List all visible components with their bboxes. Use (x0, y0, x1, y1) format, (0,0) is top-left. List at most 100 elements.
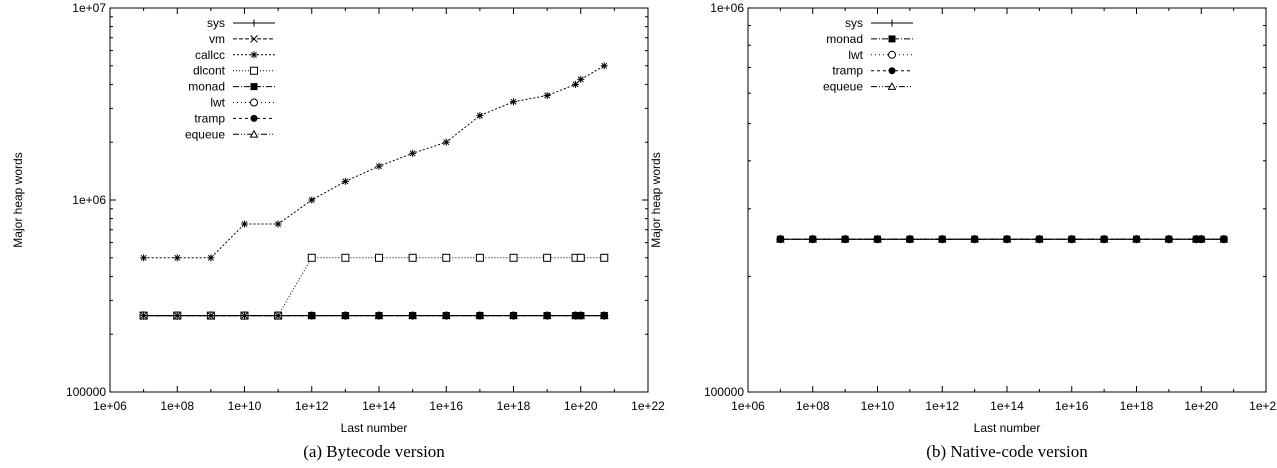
legend-marker-monad (250, 83, 258, 91)
data-point-callcc (543, 92, 551, 100)
data-point-sys (241, 312, 248, 320)
legend-label: monad (826, 32, 863, 46)
data-point-sys (874, 235, 881, 243)
data-point-sys (776, 235, 784, 243)
data-point-dlcont (543, 253, 552, 262)
legend-marker-sys (250, 19, 258, 27)
legend: sys monad lwt tramp equeue (823, 16, 913, 94)
y-tick-label: 1e+06 (72, 193, 106, 207)
data-point-sys (600, 312, 608, 320)
data-point-dlcont (375, 253, 383, 262)
data-point-sys (1003, 235, 1011, 243)
plot-frame (109, 7, 649, 393)
y-tick-label: 1e+06 (710, 1, 744, 15)
x-tick-label: 1e+14 (990, 399, 1024, 413)
figure-caption: (b) Native-code version (926, 442, 1088, 461)
legend-label: vm (209, 32, 225, 46)
data-point-sys (577, 312, 585, 320)
data-point-sys (140, 312, 148, 320)
chart-panel-native-code: 1e+06 1e+08 1e+10 1e+12 1e+14 1e+16 1e+18 1e+20… (649, 1, 1277, 461)
data-point-sys (510, 312, 517, 320)
data-point-sys (543, 312, 551, 320)
tick-marks (747, 7, 1267, 393)
legend-item-sys: sys (207, 16, 275, 30)
x-tick-label: 1e+08 (796, 399, 830, 413)
tick-labels: 1e+06 1e+08 1e+10 1e+12 1e+14 1e+16 1e+18 1e+20… (66, 1, 665, 413)
data-point-callcc (476, 112, 484, 120)
data-point-sys (906, 235, 914, 243)
legend-label: sys (845, 16, 863, 30)
legend-item-dlcont: dlcont (193, 64, 275, 78)
data-point-dlcont (509, 253, 518, 262)
data-point-callcc (341, 177, 349, 185)
legend-item-monad: monad (188, 80, 275, 94)
legend-marker-dlcont (250, 66, 258, 75)
x-tick-label: 1e+14 (362, 399, 396, 413)
data-point-callcc (274, 220, 282, 228)
data-point-sys (173, 312, 181, 320)
data-point-callcc (577, 75, 585, 83)
legend-item-equeue: equeue (823, 80, 913, 94)
data-point-callcc (600, 62, 608, 70)
figure-caption: (a) Bytecode version (303, 442, 445, 461)
data-point-callcc (510, 98, 517, 106)
x-tick-label: 1e+16 (1055, 399, 1089, 413)
data-point-sys (274, 312, 282, 320)
legend-marker-sys (888, 19, 896, 27)
x-tick-label: 1e+06 (731, 399, 765, 413)
legend-item-tramp: tramp (194, 111, 275, 125)
legend-marker-monad (888, 35, 896, 43)
data-point-sys (308, 312, 316, 320)
tick-marks (109, 7, 649, 393)
data-point-dlcont (600, 253, 609, 262)
data-point-sys (1068, 235, 1076, 243)
tick-labels: 1e+06 1e+08 1e+10 1e+12 1e+14 1e+16 1e+18 1e+20… (704, 1, 1277, 413)
data-point-callcc (572, 80, 580, 88)
data-point-callcc (375, 162, 383, 170)
series-line-dlcont (143, 257, 605, 317)
data-point-dlcont (307, 253, 316, 262)
legend-marker-equeue (249, 129, 259, 138)
legend-item-vm: vm (209, 32, 275, 46)
x-axis-title: Last number (974, 421, 1041, 435)
data-point-sys (841, 235, 849, 243)
legend-item-lwt: lwt (210, 96, 275, 110)
x-tick-label: 1e+10 (228, 399, 262, 413)
x-tick-label: 1e+18 (1120, 399, 1154, 413)
data-point-dlcont (576, 253, 585, 262)
legend-label: sys (207, 16, 225, 30)
legend-marker-tramp (888, 67, 896, 75)
data-point-sys (409, 312, 417, 320)
legend-label: equeue (823, 80, 863, 94)
data-point-sys (1165, 235, 1173, 243)
series-callcc (140, 62, 608, 262)
series-dlcont (139, 253, 609, 320)
legend-item-monad: monad (826, 32, 913, 46)
series-line-callcc (143, 65, 605, 259)
legend-label: equeue (185, 127, 225, 141)
data-point-sys (375, 312, 383, 320)
data-point-sys (476, 312, 484, 320)
data-point-callcc (308, 196, 316, 204)
data-point-sys (938, 235, 946, 243)
data-point-sys (207, 312, 215, 320)
legend-label: tramp (832, 64, 863, 78)
data-point-dlcont (341, 253, 350, 262)
data-point-sys (1100, 235, 1108, 243)
x-tick-label: 1e+22 (1249, 399, 1277, 413)
data-point-sys (1133, 235, 1140, 243)
legend-label: lwt (848, 48, 863, 62)
legend-marker-callcc (250, 51, 258, 59)
x-tick-label: 1e+12 (925, 399, 959, 413)
series-sys (140, 312, 608, 320)
plot-frame (747, 7, 1267, 393)
legend-marker-lwt (888, 50, 896, 59)
x-tick-label: 1e+08 (160, 399, 194, 413)
x-tick-label: 1e+18 (497, 399, 531, 413)
data-point-callcc (409, 149, 417, 157)
y-tick-label: 100000 (704, 385, 744, 399)
data-point-sys (341, 312, 349, 320)
data-point-callcc (173, 254, 181, 262)
